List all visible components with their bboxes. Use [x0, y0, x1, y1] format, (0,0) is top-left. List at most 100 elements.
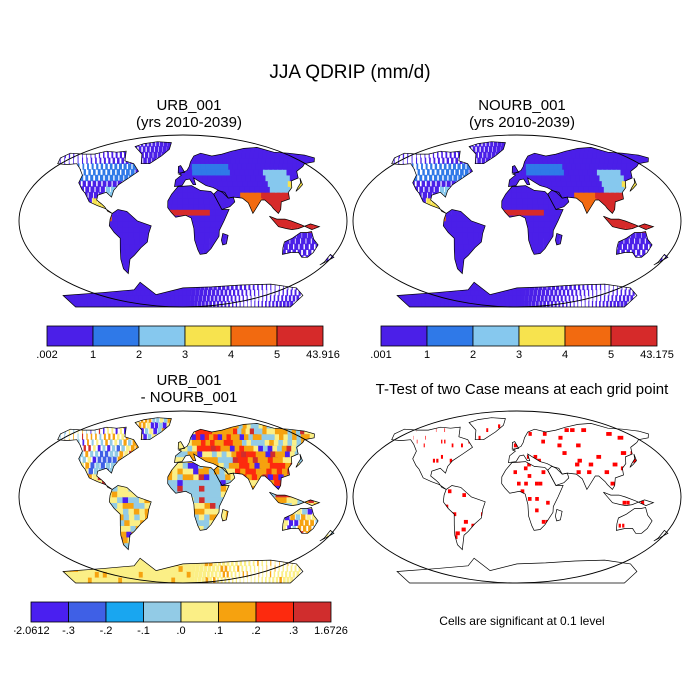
grid-cell — [178, 576, 184, 583]
grid-cell — [587, 151, 597, 159]
grid-cell — [599, 157, 609, 164]
grid-cell — [526, 186, 533, 193]
grid-cell — [230, 295, 233, 302]
grid-cell — [103, 151, 105, 159]
grid-cell — [599, 283, 602, 291]
grid-cell — [193, 232, 200, 239]
grid-cell — [543, 209, 551, 216]
grid-cell — [548, 203, 556, 210]
grid-cell — [569, 283, 572, 291]
grid-cell — [198, 197, 205, 205]
grid-cell — [201, 169, 208, 176]
grid-cell — [92, 197, 98, 205]
grid-cell — [111, 496, 118, 504]
grid-cell — [632, 289, 635, 296]
grid-cell — [193, 502, 200, 509]
grid-cell — [231, 576, 234, 583]
grid-cell — [122, 536, 130, 544]
grid-cell — [560, 295, 563, 302]
grid-cell — [237, 180, 245, 187]
grid-cell — [192, 174, 199, 182]
grid-cell — [125, 576, 134, 583]
grid-cell — [425, 163, 428, 170]
grid-cell — [424, 174, 428, 182]
grid-cell — [302, 289, 305, 296]
grid-cell — [246, 146, 255, 153]
grid-cell — [74, 417, 78, 423]
grid-cell — [166, 473, 173, 481]
grid-cell — [182, 479, 189, 486]
grid-cell — [118, 513, 125, 521]
grid-cell — [142, 571, 150, 578]
grid-cell — [616, 300, 620, 307]
grid-cell — [167, 576, 173, 583]
grid-cell — [73, 135, 76, 141]
grid-cell — [139, 232, 146, 239]
grid-cell — [166, 479, 173, 486]
grid-cell — [246, 473, 254, 481]
grid-cell — [559, 197, 566, 205]
grid-cell — [588, 186, 596, 193]
grid-cell — [635, 237, 640, 245]
grid-cell — [568, 169, 576, 176]
grid-cell — [474, 151, 478, 159]
grid-cell — [163, 417, 168, 423]
grid-cell — [241, 151, 249, 159]
grid-cell — [309, 278, 311, 285]
grid-cell — [128, 490, 135, 498]
grid-cell — [385, 158, 386, 164]
grid-cell — [158, 295, 165, 302]
grid-cell — [245, 151, 254, 159]
grid-cell — [247, 135, 255, 141]
grid-cell — [467, 220, 474, 228]
grid-cell — [217, 559, 222, 567]
grid-cell — [484, 295, 491, 302]
grid-cell — [600, 141, 610, 147]
grid-cell — [60, 559, 71, 567]
grid-cell — [305, 278, 307, 285]
grid-cell — [639, 278, 641, 285]
grid-cell — [73, 146, 76, 153]
grid-cell — [84, 411, 86, 417]
grid-cell — [57, 278, 61, 285]
grid-cell — [598, 186, 607, 193]
grid-cell — [478, 300, 486, 307]
grid-cell — [172, 456, 179, 463]
grid-cell — [199, 226, 206, 233]
grid-cell — [567, 151, 575, 159]
grid-cell — [187, 439, 193, 446]
grid-cell — [57, 554, 61, 561]
grid-cell — [269, 295, 272, 302]
grid-cell — [634, 283, 636, 291]
grid-cell — [217, 180, 225, 187]
grid-cell — [242, 146, 251, 153]
grid-cell — [424, 151, 426, 159]
panel-title-urb: URB_001 (yrs 2010-2039) — [19, 97, 359, 131]
grid-cell — [583, 289, 586, 296]
grid-cell — [261, 192, 269, 199]
grid-cell — [91, 163, 94, 170]
grid-cell — [109, 174, 114, 182]
grid-cell — [46, 163, 47, 169]
coastline-europe-asia — [508, 147, 649, 215]
grid-cell — [193, 490, 200, 498]
grid-cell — [198, 508, 205, 515]
grid-cell — [304, 243, 309, 250]
grid-cell — [631, 249, 636, 256]
grid-cell — [437, 157, 440, 164]
grid-cell — [107, 169, 111, 176]
grid-cell — [575, 163, 584, 170]
grid-cell — [464, 249, 472, 256]
grid-cell — [486, 141, 490, 147]
grid-cell — [126, 571, 135, 578]
grid-cell — [109, 450, 114, 458]
grid-cell — [500, 203, 507, 210]
grid-cell — [603, 186, 612, 193]
grid-cell — [206, 295, 210, 302]
grid-cell — [516, 289, 522, 296]
grid-cell — [129, 243, 137, 250]
grid-cell — [117, 209, 124, 216]
grid-cell — [150, 571, 157, 578]
grid-cell — [426, 197, 432, 205]
grid-cell — [589, 192, 597, 199]
